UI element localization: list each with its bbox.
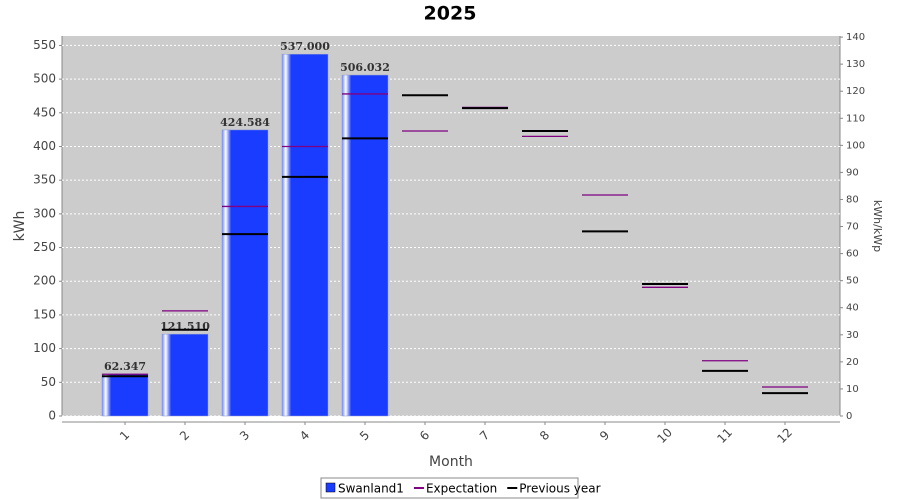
y-tick-label: 50 [41,375,56,389]
y2-tick-label: 0 [846,411,852,422]
y2-tick-label: 40 [846,303,859,314]
legend-label: Swanland1 [338,482,404,496]
x-tick-label: 11 [714,425,735,446]
y-tick-label: 550 [33,38,56,52]
y-tick-label: 150 [33,307,56,321]
y2-tick-label: 100 [846,140,865,151]
bar [221,129,269,417]
legend-label: Previous year [519,482,600,496]
x-tick-label: 8 [537,428,552,443]
y2-axis-label: kWh/kWp [871,200,884,252]
x-axis-label: Month [429,454,473,470]
x-tick-label: 2 [177,428,192,443]
value-label: 424.584 [220,116,270,129]
x-tick-label: 3 [237,428,252,443]
y-tick-label: 250 [33,240,56,254]
bar [281,53,329,417]
x-tick-label: 10 [654,425,675,446]
x-tick-label: 4 [297,428,312,443]
y2-tick-label: 10 [846,384,859,395]
y2-tick-label: 110 [846,113,865,124]
y-tick-label: 100 [33,341,56,355]
y-tick-label: 0 [48,409,56,423]
y2-tick-label: 80 [846,194,859,205]
legend-label: Expectation [426,482,497,496]
legend-swatch [325,482,336,493]
x-tick-label: 9 [597,428,612,443]
y2-tick-label: 120 [846,86,865,97]
x-tick-label: 1 [117,428,132,443]
x-tick-label: 6 [417,428,432,443]
x-tick-label: 12 [774,425,795,446]
legend [320,477,579,499]
y2-tick-label: 20 [846,357,859,368]
y2-tick-label: 70 [846,222,859,233]
x-tick-label: 7 [477,428,492,443]
y2-tick-label: 140 [846,32,865,43]
y2-tick-label: 90 [846,167,859,178]
value-label: 62.347 [104,360,146,373]
y2-tick-label: 130 [846,59,865,70]
y-tick-label: 350 [33,173,56,187]
y2-tick-label: 50 [846,276,859,287]
y-tick-label: 200 [33,274,56,288]
value-label: 121.510 [160,320,210,333]
bar [341,74,389,417]
chart-title: 2025 [424,3,477,25]
value-label: 537.000 [280,40,330,53]
y2-tick-label: 30 [846,330,859,341]
y-tick-label: 450 [33,105,56,119]
y2-tick-label: 60 [846,249,859,260]
x-tick-label: 5 [357,428,372,443]
y-tick-label: 400 [33,139,56,153]
y-tick-label: 300 [33,206,56,220]
bar [101,373,149,417]
y-axis-label: kWh [12,211,28,242]
value-label: 506.032 [340,61,390,74]
bar [161,333,209,417]
y-tick-label: 500 [33,72,56,86]
